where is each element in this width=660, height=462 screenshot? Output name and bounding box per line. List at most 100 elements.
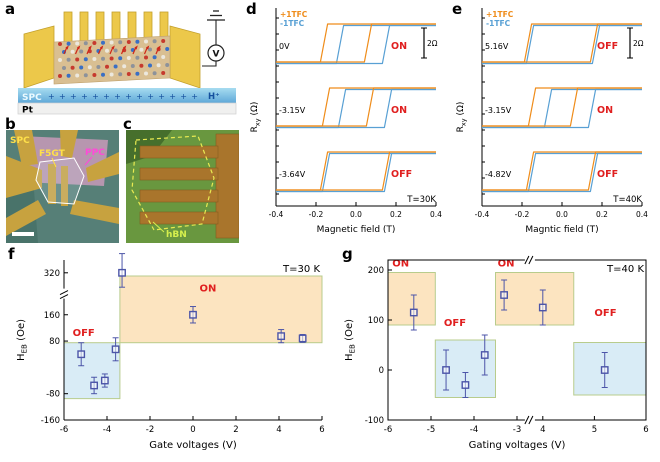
- micrograph-device: SPC F5GT PPC: [6, 130, 119, 243]
- micrograph-hbn: hBN: [126, 130, 239, 243]
- left-electrode-pad: [23, 25, 55, 89]
- svg-text:HEB (Oe): HEB (Oe): [16, 319, 29, 361]
- svg-text:+1TFC: +1TFC: [280, 10, 308, 19]
- ground-icon: [207, 10, 225, 21]
- h-plus-label: H⁺: [208, 92, 220, 102]
- device-schematic: SPC + + + + + + + + + + + + + + H⁺ Pt V: [17, 10, 237, 116]
- svg-text:T=40K: T=40K: [612, 195, 642, 205]
- electrode-comb: [139, 133, 239, 239]
- svg-text:OFF: OFF: [73, 328, 95, 339]
- svg-text:-4.82V: -4.82V: [485, 170, 512, 179]
- svg-text:80: 80: [49, 337, 60, 347]
- svg-text:Magnetic field (T): Magnetic field (T): [317, 225, 396, 235]
- svg-text:6: 6: [319, 425, 324, 435]
- gold-electrodes: [6, 130, 119, 236]
- svg-text:Rxy (Ω): Rxy (Ω): [250, 102, 262, 133]
- ppc-arrow-icon: [84, 156, 93, 166]
- pt-substrate: [17, 102, 237, 115]
- svg-text:0V: 0V: [279, 42, 290, 51]
- svg-text:Magntic field (T): Magntic field (T): [525, 225, 598, 235]
- scale-bar: [12, 232, 34, 236]
- spc-layer: [18, 88, 236, 103]
- svg-text:-5: -5: [427, 425, 435, 435]
- measurement-circuit-wire: [202, 20, 217, 67]
- voltmeter-icon: [207, 44, 225, 62]
- hysteresis-chart-40K: -0.4 -0.2 0.0 0.2 0.4 5.16V OFF -3.15V ON -4.82V O…: [456, 8, 648, 235]
- panel-label-a: a: [5, 0, 16, 18]
- svg-text:0.0: 0.0: [350, 210, 362, 219]
- svg-text:T=30K: T=30K: [406, 195, 436, 205]
- hbn-flake-outline: [131, 135, 215, 231]
- svg-text:T=30 K: T=30 K: [282, 264, 320, 275]
- spc-label: SPC: [22, 93, 42, 103]
- f5gt-flake-outline: [35, 157, 85, 205]
- svg-text:320: 320: [44, 269, 60, 279]
- f5gt-arrow-icon: [51, 157, 57, 168]
- svg-text:0.0: 0.0: [556, 210, 568, 219]
- svg-text:Gating voltages (V): Gating voltages (V): [469, 440, 566, 451]
- svg-text:-0.2: -0.2: [515, 210, 530, 219]
- hbn-label: hBN: [166, 230, 187, 240]
- svg-text:OFF: OFF: [444, 318, 466, 329]
- svg-text:100: 100: [368, 316, 384, 326]
- svg-text:-3.64V: -3.64V: [279, 170, 306, 179]
- svg-text:ON: ON: [597, 105, 613, 116]
- svg-text:-3.15V: -3.15V: [279, 106, 306, 115]
- proton-plus-row: + + + + + + + + + + + + + +: [48, 92, 198, 101]
- panel-label-e: e: [452, 0, 463, 18]
- voltmeter-label: V: [213, 50, 220, 60]
- right-electrode-pad: [169, 25, 201, 89]
- svg-text:2Ω: 2Ω: [633, 39, 644, 48]
- f5gt-label: F5GT: [39, 149, 66, 159]
- svg-text:HEB (Oe): HEB (Oe): [344, 319, 357, 361]
- svg-text:0: 0: [190, 425, 195, 435]
- svg-text:160: 160: [44, 311, 60, 321]
- hysteresis-chart-30K: -0.4 -0.2 0.0 0.2 0.4 0V ON -3.15V ON -3.64V OFF +1…: [250, 8, 442, 235]
- svg-text:-2: -2: [146, 425, 154, 435]
- svg-text:0.4: 0.4: [430, 210, 442, 219]
- svg-text:-0.4: -0.4: [269, 210, 284, 219]
- svg-text:2Ω: 2Ω: [427, 39, 438, 48]
- panel-label-c: c: [123, 115, 132, 133]
- svg-text:-160: -160: [41, 416, 60, 426]
- svg-text:T=40 K: T=40 K: [606, 264, 644, 275]
- ppc-label: PPC: [85, 148, 105, 158]
- exchange-bias-scatter-30K: OFF ON -6 -4 -2 0 2 4 6 -160 -80 80 160 320 Gate volta…: [16, 253, 325, 451]
- spin-arrows-icon: [63, 45, 161, 55]
- spc-label-b: SPC: [10, 136, 30, 146]
- hbn-arrow-icon: [152, 221, 165, 233]
- svg-text:ON: ON: [391, 105, 407, 116]
- panel-label-g: g: [342, 245, 353, 263]
- svg-text:2: 2: [233, 425, 238, 435]
- pt-label: Pt: [22, 106, 34, 116]
- svg-text:-4: -4: [103, 425, 111, 435]
- svg-text:-6: -6: [384, 425, 392, 435]
- svg-text:6: 6: [643, 425, 648, 435]
- svg-text:OFF: OFF: [391, 169, 412, 180]
- svg-text:-0.4: -0.4: [475, 210, 490, 219]
- panel-label-f: f: [8, 245, 15, 263]
- svg-text:5: 5: [592, 425, 597, 435]
- svg-text:200: 200: [368, 266, 384, 276]
- svg-text:Rxy (Ω): Rxy (Ω): [456, 102, 468, 133]
- svg-text:ON: ON: [392, 259, 409, 270]
- svg-text:OFF: OFF: [597, 41, 618, 52]
- svg-text:4: 4: [276, 425, 281, 435]
- svg-text:-80: -80: [46, 390, 60, 400]
- panel-label-d: d: [246, 0, 257, 18]
- svg-text:-0.2: -0.2: [309, 210, 324, 219]
- svg-text:-4: -4: [470, 425, 478, 435]
- svg-text:OFF: OFF: [594, 308, 616, 319]
- svg-text:0.4: 0.4: [636, 210, 648, 219]
- svg-text:0.2: 0.2: [390, 210, 402, 219]
- svg-text:-1TFC: -1TFC: [280, 19, 305, 28]
- panel-label-b: b: [5, 115, 16, 133]
- svg-text:ON: ON: [391, 41, 407, 52]
- svg-text:4: 4: [540, 425, 545, 435]
- svg-text:-6: -6: [60, 425, 68, 435]
- atom-lattice: [58, 39, 170, 78]
- svg-text:ON: ON: [199, 284, 216, 295]
- svg-text:Gate voltages (V): Gate voltages (V): [149, 440, 237, 451]
- svg-text:+1TFC: +1TFC: [486, 10, 514, 19]
